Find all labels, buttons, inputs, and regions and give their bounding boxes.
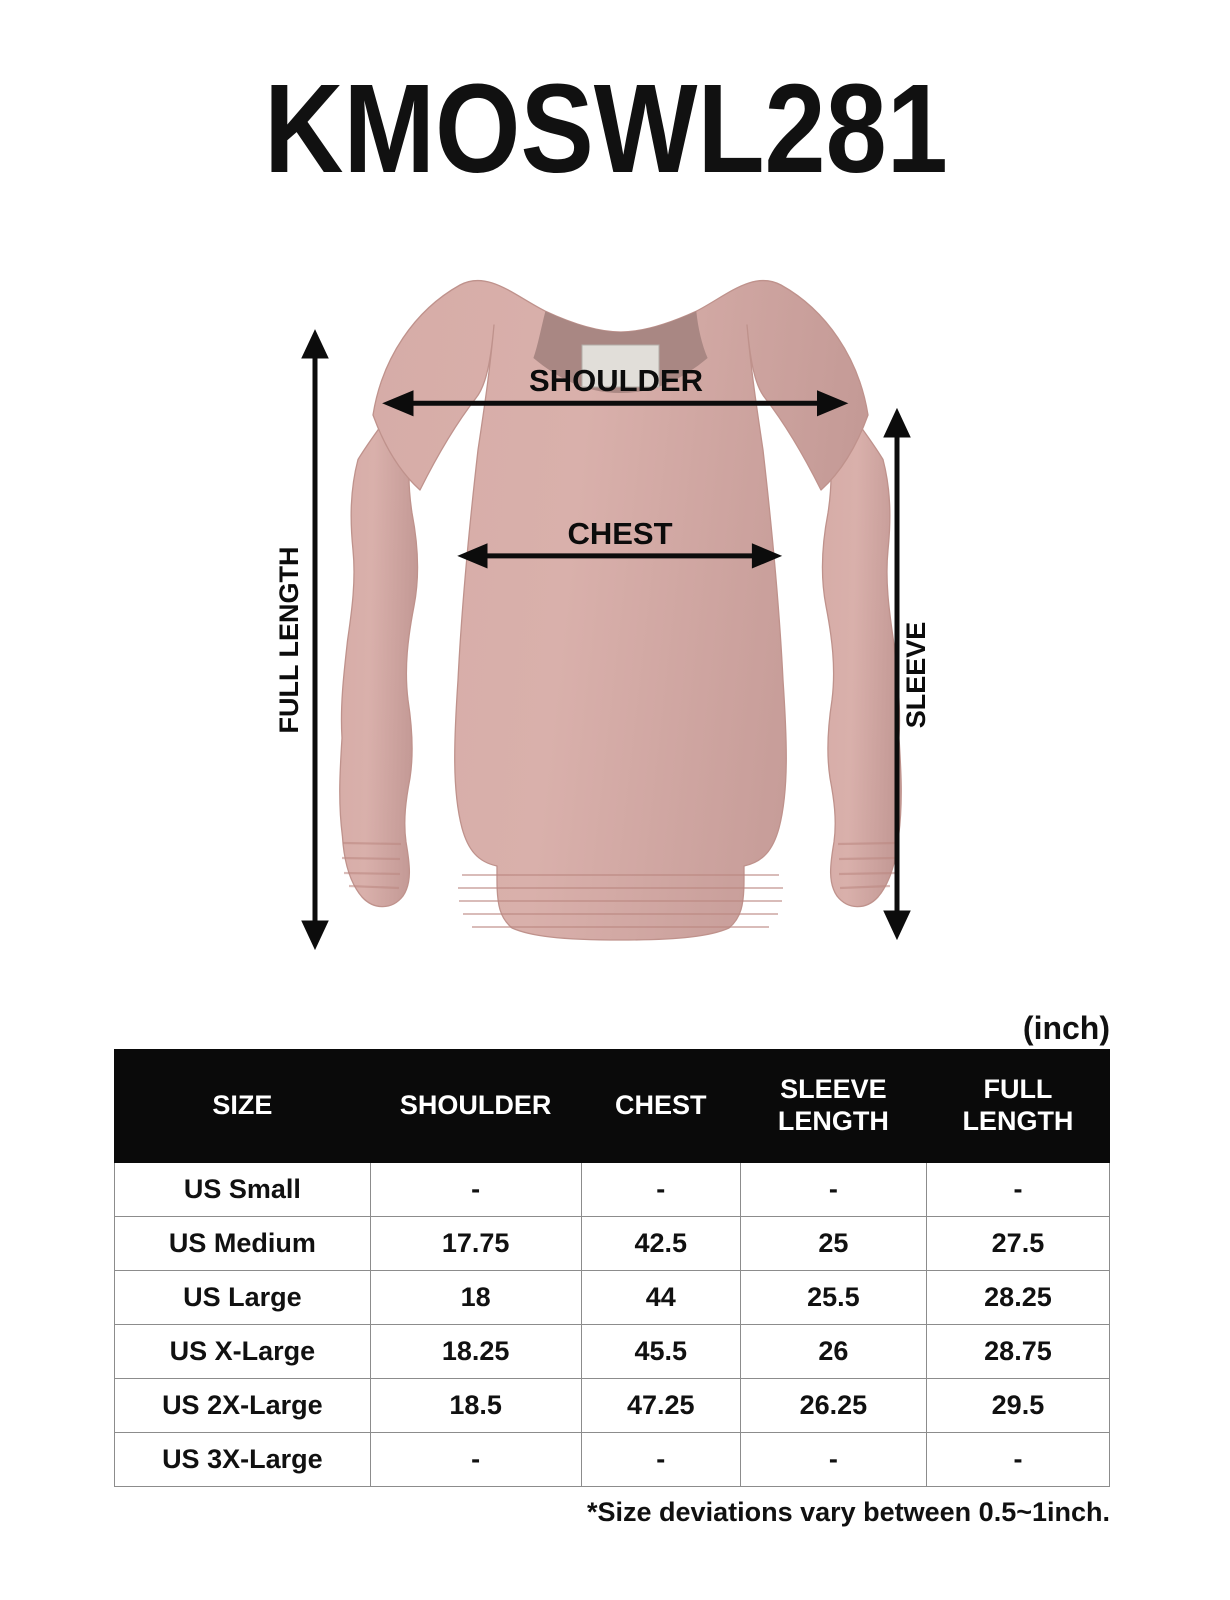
svg-text:FULL LENGTH: FULL LENGTH [274,547,304,734]
svg-text:SHOULDER: SHOULDER [529,363,703,398]
svg-text:SLEEVE: SLEEVE [901,622,931,729]
svg-text:CHEST: CHEST [567,516,672,551]
